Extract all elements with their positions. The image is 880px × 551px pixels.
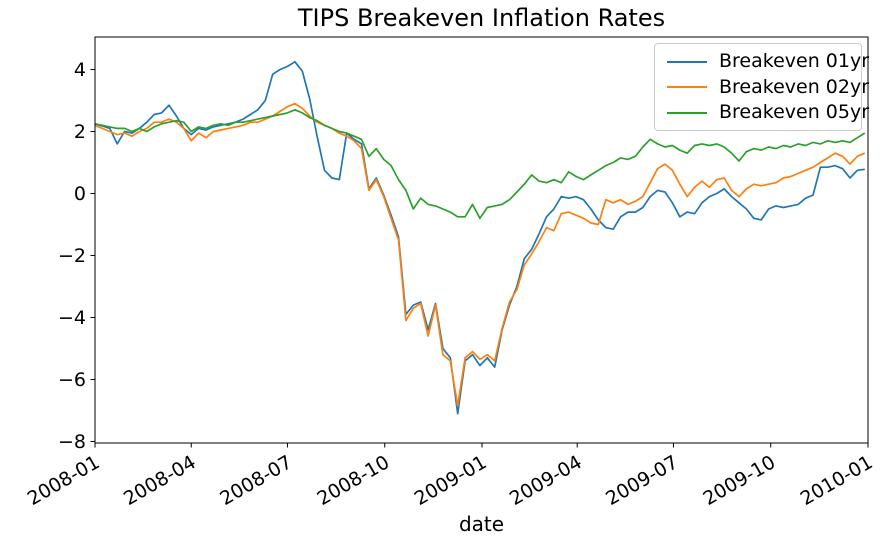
x-tick-label: 2008-10 [313,451,393,510]
y-tick-label: 2 [74,121,86,143]
x-tick-label: 2009-10 [699,451,779,510]
legend-line-sample-05yr [667,111,707,114]
x-tick-label: 2009-04 [506,451,586,510]
legend-item: Breakeven 01yr [667,52,869,71]
y-tick-label: 0 [74,183,86,205]
y-tick-label: −4 [58,307,86,329]
y-tick-label: −8 [58,431,86,453]
y-tick-label: −6 [58,369,86,391]
legend-line-sample-02yr [667,86,707,88]
legend-line-sample-01yr [667,60,707,63]
x-tick-label: 2010-01 [797,451,877,510]
series-line-breakeven-05yr [94,108,866,220]
axes-spines [94,36,869,444]
legend-item: Breakeven 05yr [667,103,869,122]
chart-title: TIPS Breakeven Inflation Rates [297,4,666,32]
legend-label: Breakeven 02yr [719,75,870,98]
x-tick-label: 2008-01 [24,451,104,510]
x-tick-label: 2009-01 [411,451,491,510]
y-tick-label: 4 [74,59,86,81]
x-axis-label: date [458,512,505,536]
x-tick-label: 2008-04 [120,451,200,510]
legend: Breakeven 01yr Breakeven 02yr Breakeven … [654,43,869,131]
legend-item: Breakeven 02yr [667,77,869,97]
series-line-breakeven-02yr [94,102,866,407]
legend-label: Breakeven 05yr [719,101,870,123]
y-tick-label: −2 [58,245,86,267]
x-tick-label: 2009-07 [602,451,682,510]
legend-label: Breakeven 01yr [719,50,870,72]
x-tick-label: 2008-07 [216,451,296,510]
